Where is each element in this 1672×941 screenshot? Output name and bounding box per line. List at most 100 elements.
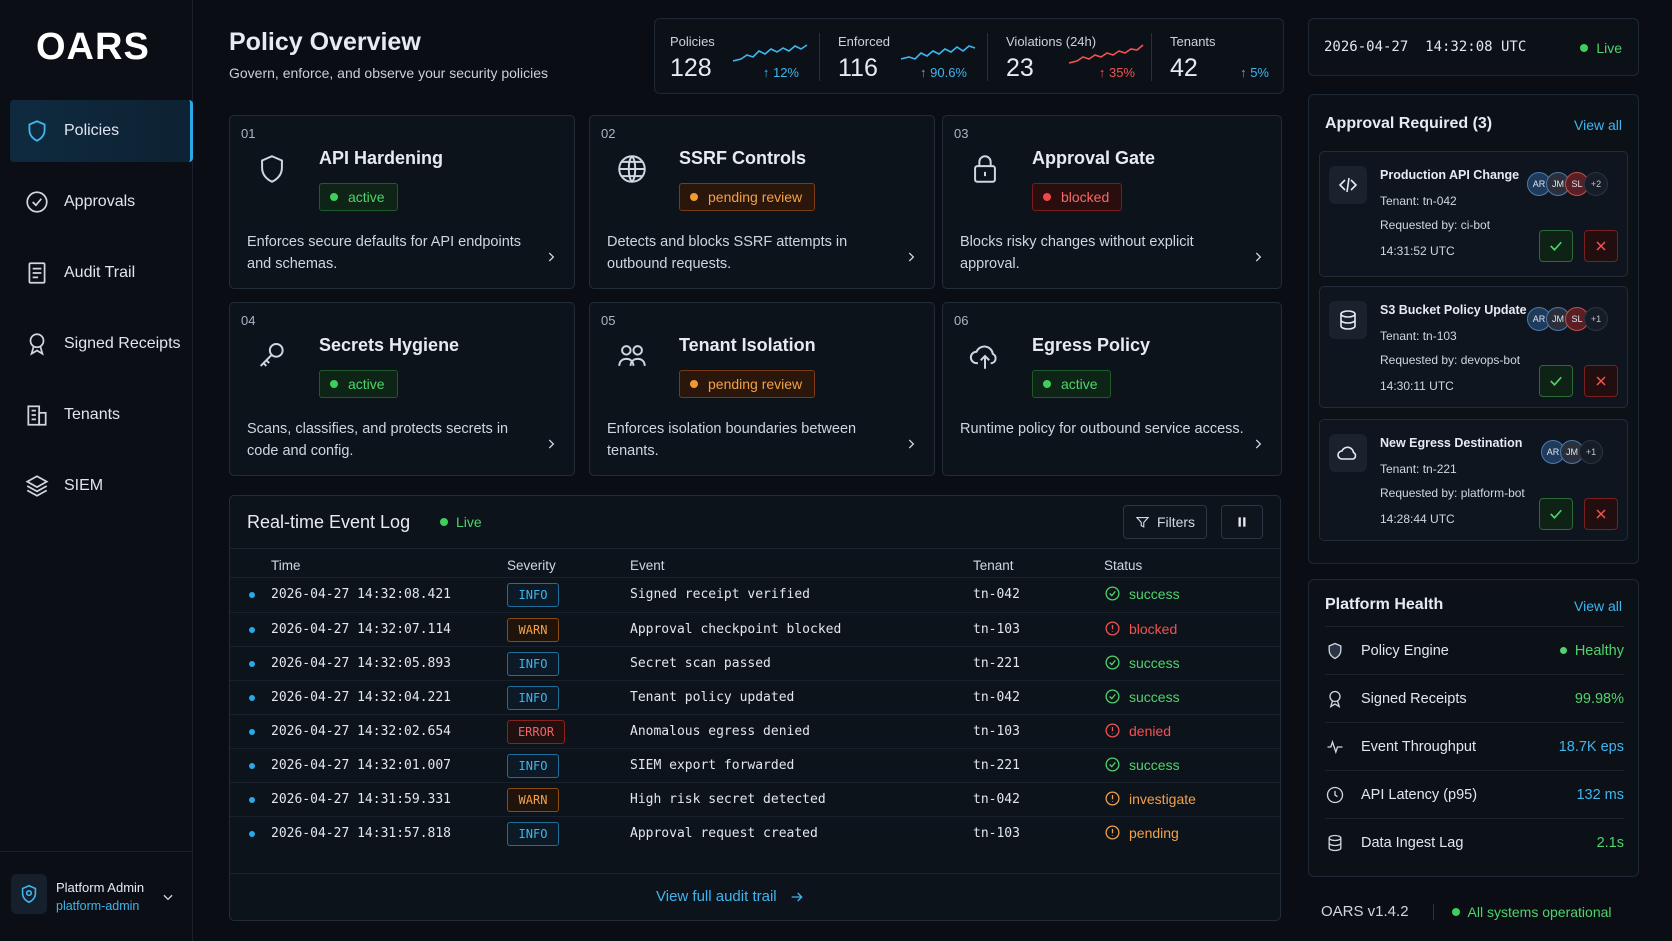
approval-requested-by: Requested by: ci-bot (1380, 218, 1491, 232)
table-row[interactable]: 2026-04-27 14:32:02.654 ERROR Anomalous … (230, 714, 1280, 748)
event-text: Approval request created (630, 826, 818, 841)
approve-button[interactable] (1539, 365, 1573, 397)
card-title: API Hardening (319, 148, 444, 168)
sidebar-item-policies[interactable]: Policies (10, 100, 193, 162)
chevron-right-icon[interactable] (544, 437, 558, 451)
col-event[interactable]: Event (630, 558, 665, 573)
policy-card-approval-gate[interactable]: 03 Approval Gate blocked Blocks risky ch… (942, 115, 1282, 289)
health-value-wrap: 18.7K eps (1559, 739, 1624, 755)
health-value-wrap: 2.1s (1597, 835, 1624, 851)
card-description: Enforces secure defaults for API endpoin… (247, 234, 522, 272)
table-row[interactable]: 2026-04-27 14:31:57.818 INFO Approval re… (230, 816, 1280, 850)
approval-item[interactable]: Production API Change Tenant: tn-042 Req… (1319, 151, 1628, 277)
table-row[interactable]: 2026-04-27 14:32:01.007 INFO SIEM export… (230, 748, 1280, 782)
approval-item[interactable]: S3 Bucket Policy Update Tenant: tn-103 R… (1319, 286, 1628, 408)
col-time[interactable]: Time (271, 558, 301, 573)
col-tenant[interactable]: Tenant (973, 558, 1014, 573)
reject-button[interactable] (1584, 498, 1618, 530)
severity-badge: INFO (507, 822, 559, 846)
filters-button[interactable]: Filters (1123, 505, 1207, 539)
event-time: 2026-04-27 14:32:05.893 (271, 656, 452, 671)
approval-title: S3 Bucket Policy Update (1380, 303, 1527, 317)
status-badge: pending review (679, 370, 816, 398)
document-icon (28, 262, 46, 284)
sidebar-item-approvals[interactable]: Approvals (10, 171, 193, 233)
policy-card-egress-policy[interactable]: 06 Egress Policy active Runtime policy f… (942, 302, 1282, 476)
sidebar-item-tenants[interactable]: Tenants (10, 384, 193, 446)
globe-icon (618, 155, 646, 183)
stat-label: Policies (670, 34, 715, 49)
chevron-right-icon[interactable] (904, 250, 918, 264)
cloud-icon (1337, 446, 1357, 460)
health-value-wrap: Healthy (1559, 643, 1624, 659)
pause-button[interactable] (1221, 505, 1263, 539)
card-number: 01 (241, 126, 256, 141)
health-label: Signed Receipts (1361, 690, 1467, 707)
chevron-right-icon[interactable] (544, 250, 558, 264)
event-text: Anomalous egress denied (630, 724, 811, 739)
table-row[interactable]: 2026-04-27 14:32:04.221 INFO Tenant poli… (230, 680, 1280, 714)
approve-button[interactable] (1539, 230, 1573, 262)
reject-button[interactable] (1584, 365, 1618, 397)
policy-card-secrets-hygiene[interactable]: 04 Secrets Hygiene active Scans, classif… (229, 302, 575, 476)
approval-item[interactable]: New Egress Destination Tenant: tn-221 Re… (1319, 419, 1628, 541)
sparkline (1069, 44, 1144, 64)
health-view-all-link[interactable]: View all (1574, 598, 1622, 614)
reject-button[interactable] (1584, 230, 1618, 262)
event-status: success (1104, 585, 1180, 602)
policy-card-api-hardening[interactable]: 01 API Hardening active Enforces secure … (229, 115, 575, 289)
chevron-down-icon[interactable] (161, 890, 175, 904)
card-description: Scans, classifies, and protects secrets … (247, 421, 509, 459)
health-label: API Latency (p95) (1361, 786, 1478, 803)
status-text: denied (1129, 722, 1172, 739)
status-text: pending review (708, 189, 803, 205)
system-status: All systems operational (1451, 904, 1612, 920)
table-row[interactable]: 2026-04-27 14:32:08.421 INFO Signed rece… (230, 577, 1280, 611)
col-severity[interactable]: Severity (507, 558, 556, 573)
sidebar-item-siem[interactable]: SIEM (10, 455, 193, 517)
col-status[interactable]: Status (1104, 558, 1143, 573)
view-full-label: View full audit trail (656, 888, 777, 905)
sidebar-item-label: SIEM (64, 477, 104, 494)
card-title: Approval Gate (1032, 148, 1156, 168)
alert-circle-icon (1105, 825, 1120, 840)
row-bullet (249, 695, 255, 701)
health-label: Policy Engine (1361, 642, 1449, 659)
database-icon (1340, 310, 1356, 330)
chevron-right-icon[interactable] (1251, 437, 1265, 451)
check-circle-icon (1105, 586, 1120, 601)
live-label: Live (1596, 40, 1622, 56)
card-icon-wrap (607, 144, 657, 194)
table-row[interactable]: 2026-04-27 14:32:07.114 WARN Approval ch… (230, 612, 1280, 646)
policy-card-tenant-isolation[interactable]: 05 Tenant Isolation pending review Enfor… (589, 302, 935, 476)
status-text: success (1129, 654, 1180, 671)
sidebar-item-audit-trail[interactable]: Audit Trail (10, 242, 193, 304)
table-row[interactable]: 2026-04-27 14:31:59.331 WARN High risk s… (230, 782, 1280, 816)
chevron-right-icon[interactable] (1251, 250, 1265, 264)
severity-badge: INFO (507, 652, 559, 676)
chevron-right-icon[interactable] (904, 437, 918, 451)
view-full-audit-link[interactable]: View full audit trail (656, 888, 805, 905)
user-menu[interactable]: Platform Admin platform-admin (0, 851, 193, 941)
stat-label: Violations (24h) (1006, 34, 1097, 49)
users-icon (618, 345, 646, 366)
stat-value: 42 (1170, 54, 1198, 82)
event-time: 2026-04-27 14:32:07.114 (271, 622, 452, 637)
event-time: 2026-04-27 14:31:57.818 (271, 826, 452, 841)
clock-icon (1326, 786, 1344, 803)
sidebar-item-signed-receipts[interactable]: Signed Receipts (10, 313, 193, 375)
event-tenant: tn-103 (973, 826, 1020, 841)
policy-card-ssrf-controls[interactable]: 02 SSRF Controls pending review Detects … (589, 115, 935, 289)
event-time: 2026-04-27 14:32:01.007 (271, 758, 452, 773)
more-approvers: +2 (1584, 172, 1608, 196)
approve-button[interactable] (1539, 498, 1573, 530)
stat-tenants: Tenants 42 ↑ 5% (1155, 19, 1283, 95)
shield-icon (1328, 642, 1342, 659)
close-icon (1596, 509, 1606, 519)
shield-icon (28, 120, 46, 142)
current-datetime: 2026-04-27 14:32:08 UTC (1324, 39, 1527, 55)
status-badge: active (319, 183, 398, 211)
table-row[interactable]: 2026-04-27 14:32:05.893 INFO Secret scan… (230, 646, 1280, 680)
health-title: Platform Health (1325, 596, 1444, 613)
approvals-view-all-link[interactable]: View all (1574, 117, 1622, 133)
